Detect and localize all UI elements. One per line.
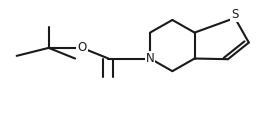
Text: S: S [231,8,239,21]
Text: N: N [146,52,155,65]
Text: O: O [77,41,87,54]
